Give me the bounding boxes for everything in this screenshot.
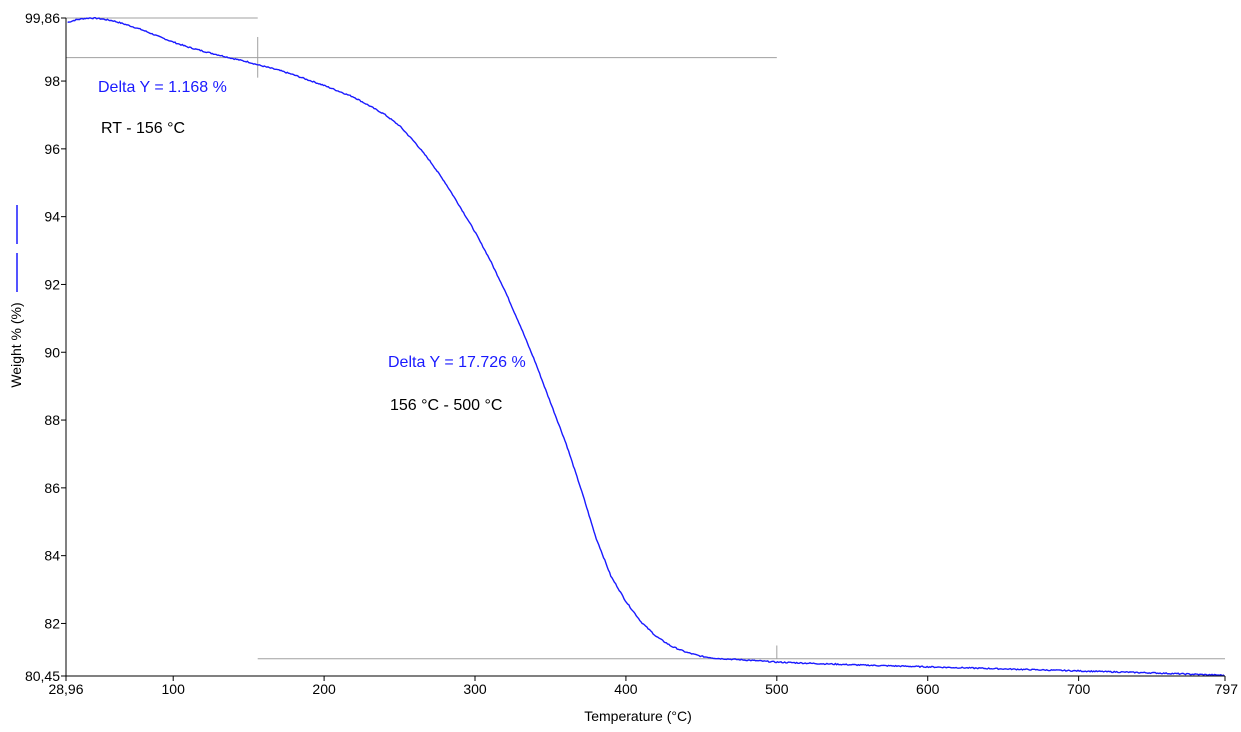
- x-tick-label-5: 500: [765, 681, 789, 697]
- x-tick-label-3: 300: [463, 681, 487, 697]
- x-tick-label-4: 400: [614, 681, 638, 697]
- y-tick-label-5: 90: [44, 344, 60, 360]
- annotation-range-1: RT - 156 °C: [101, 120, 185, 137]
- x-ticks: 28,96 100 200 300 400 500 600 700 797: [48, 676, 1238, 697]
- y-tick-label-7: 94: [44, 209, 60, 225]
- x-tick-label-1: 100: [162, 681, 186, 697]
- x-tick-label-2: 200: [312, 681, 336, 697]
- x-axis-label: Temperature (°C): [584, 708, 692, 724]
- y-tick-label-1: 82: [44, 615, 60, 631]
- annotation-delta-y-1: Delta Y = 1.168 %: [98, 79, 227, 96]
- guide-lines: [66, 17, 1225, 660]
- series-layer: [67, 17, 1225, 677]
- x-tick-label-7: 700: [1067, 681, 1091, 697]
- annotation-delta-y-2: Delta Y = 17.726 %: [388, 354, 526, 371]
- y-axis-label: Weight % (%): [8, 302, 24, 387]
- y-tick-label-10: 99,86: [25, 10, 60, 26]
- y-ticks: 80,45 82 84 86 88 90 92 94 96 98 99,86: [25, 10, 66, 684]
- x-tick-label-6: 600: [916, 681, 940, 697]
- y-tick-label-9: 98: [44, 73, 60, 89]
- annotation-range-2: 156 °C - 500 °C: [390, 397, 502, 414]
- y-tick-label-8: 96: [44, 141, 60, 157]
- axes: [65, 18, 1225, 677]
- x-tick-label-0: 28,96: [48, 681, 83, 697]
- y-tick-label-4: 88: [44, 412, 60, 428]
- x-tick-label-8: 797: [1215, 681, 1239, 697]
- y-tick-label-6: 92: [44, 276, 60, 292]
- y-tick-label-3: 86: [44, 480, 60, 496]
- y-tick-label-0: 80,45: [25, 668, 60, 684]
- series-line-0: [67, 17, 1225, 677]
- y-tick-label-2: 84: [44, 548, 60, 564]
